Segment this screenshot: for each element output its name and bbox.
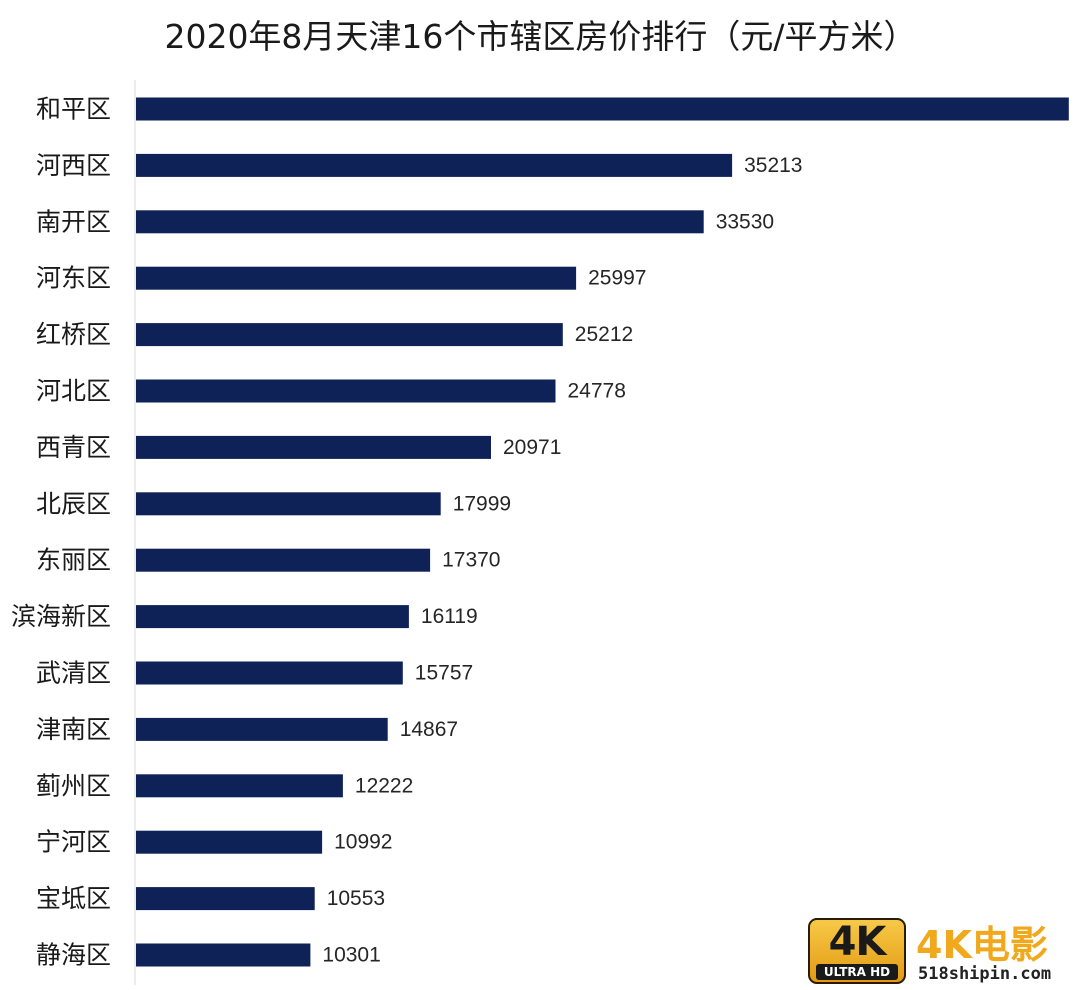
category-label: 滨海新区 <box>11 602 111 631</box>
category-label: 蓟州区 <box>36 771 111 800</box>
chart-title: 2020年8月天津16个市辖区房价排行（元/平方米） <box>164 17 917 56</box>
category-label: 河北区 <box>36 377 111 406</box>
data-label: 33530 <box>716 210 774 233</box>
bar <box>136 887 315 911</box>
data-label: 14867 <box>400 718 458 741</box>
bar <box>136 97 1069 121</box>
category-label: 北辰区 <box>36 489 111 518</box>
category-label: 津南区 <box>36 715 111 744</box>
category-label: 宝坻区 <box>36 884 111 913</box>
category-label: 静海区 <box>36 941 111 970</box>
watermark-logo: 4K ULTRA HD 4K电影 518shipin.com <box>808 918 1078 986</box>
badge-big-text: 4K <box>828 919 887 965</box>
watermark-name: 4K电影 <box>916 923 1048 967</box>
data-label: 17999 <box>453 492 511 515</box>
data-label: 20971 <box>503 436 561 459</box>
category-label: 武清区 <box>36 659 111 688</box>
category-label: 红桥区 <box>36 320 111 349</box>
bar <box>136 830 323 854</box>
data-label: 10553 <box>327 887 385 910</box>
category-label: 西青区 <box>36 433 111 462</box>
category-label: 宁河区 <box>36 828 111 857</box>
bar <box>136 943 311 967</box>
data-label: 25997 <box>588 267 646 290</box>
badge-small-text: ULTRA HD <box>816 964 898 980</box>
bar <box>136 717 388 741</box>
data-label: 35213 <box>744 154 802 177</box>
data-label: 10301 <box>322 944 380 967</box>
data-label: 10992 <box>334 831 392 854</box>
bar <box>136 605 409 629</box>
category-label: 河西区 <box>36 151 111 180</box>
bar <box>136 661 403 685</box>
category-label: 河东区 <box>36 264 111 293</box>
bar <box>136 323 563 347</box>
bar <box>136 492 441 516</box>
bar <box>136 153 733 177</box>
category-label: 南开区 <box>36 207 111 236</box>
bar <box>136 774 343 798</box>
bar <box>136 210 704 234</box>
data-label: 15757 <box>415 662 473 685</box>
bar <box>136 435 491 459</box>
category-label: 东丽区 <box>36 546 111 575</box>
bar <box>136 379 556 403</box>
bar <box>136 548 431 572</box>
4k-badge-icon: 4K ULTRA HD <box>808 918 906 984</box>
category-label: 和平区 <box>36 95 111 124</box>
data-label: 17370 <box>442 549 500 572</box>
watermark-url: 518shipin.com <box>918 964 1052 984</box>
data-label: 16119 <box>421 605 478 628</box>
data-label: 24778 <box>568 380 626 403</box>
bar <box>136 266 577 290</box>
data-label: 12222 <box>355 774 413 797</box>
data-label: 25212 <box>575 323 633 346</box>
